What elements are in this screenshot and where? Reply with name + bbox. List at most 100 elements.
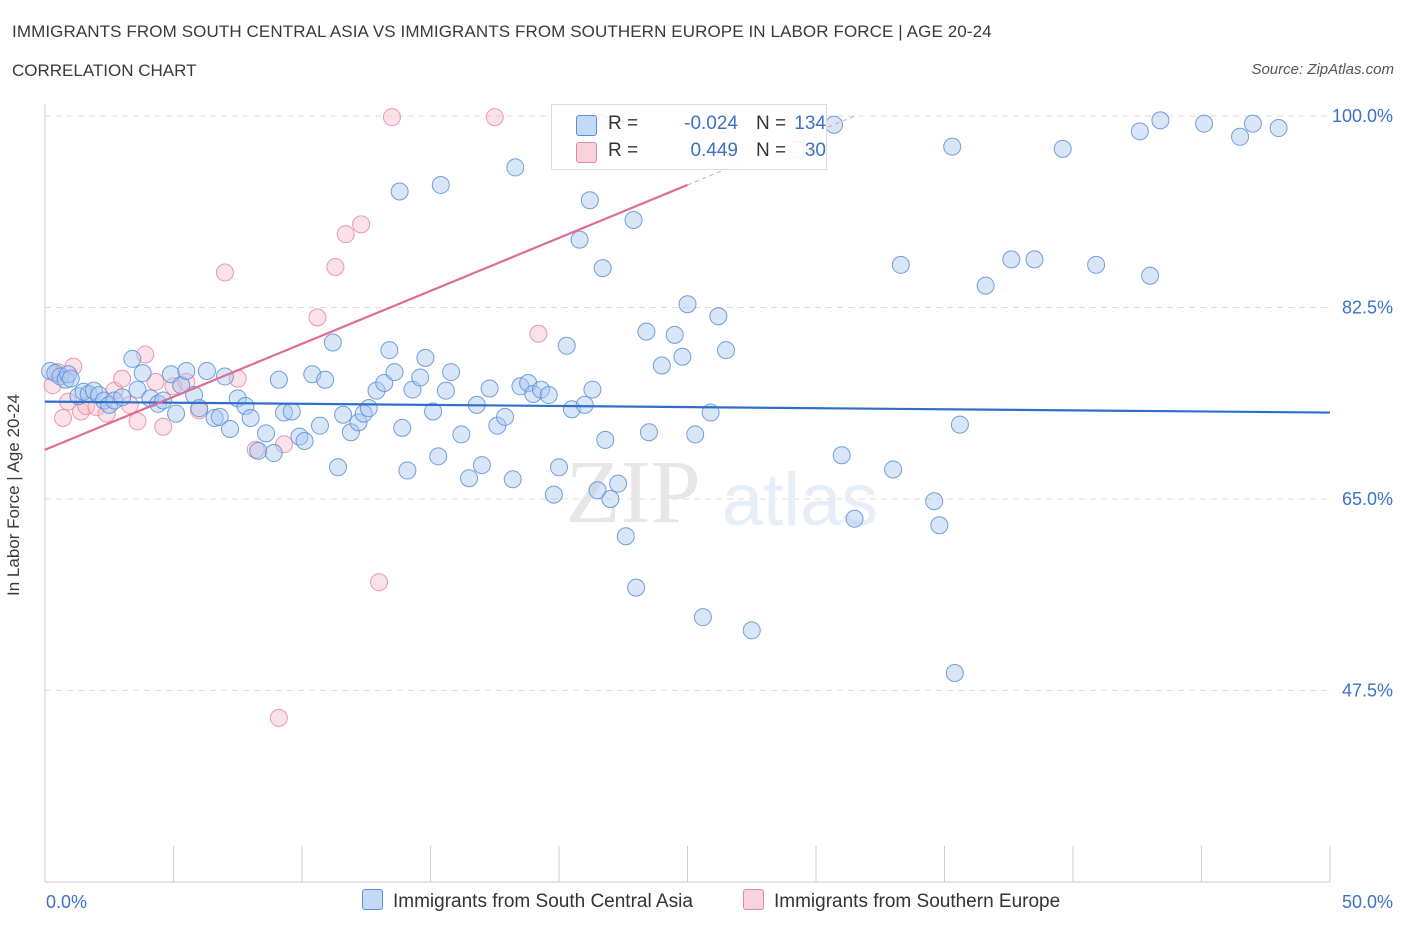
south-central-asia-point	[167, 404, 186, 423]
legend-item-southern-europe[interactable]: Immigrants from Southern Europe	[743, 889, 1060, 913]
y-tick-label: 47.5%	[1342, 681, 1393, 701]
south-central-asia-point	[1087, 255, 1106, 274]
south-central-asia-point	[264, 444, 283, 463]
south-central-asia-point	[891, 255, 910, 274]
south-central-asia-point	[1002, 250, 1021, 269]
south-central-asia-point	[431, 175, 450, 194]
south-central-asia-point	[884, 460, 903, 479]
south-central-asia-point	[161, 365, 180, 384]
n-value: 30	[804, 140, 826, 161]
south-central-asia-point	[236, 396, 255, 415]
south-central-asia-point	[341, 423, 360, 442]
south-central-asia-point	[637, 322, 656, 341]
south-central-asia-point	[177, 361, 196, 380]
x-tick-label: 50.0%	[1342, 892, 1393, 912]
south-central-asia-point	[424, 402, 443, 421]
south-central-asia-point	[616, 527, 635, 546]
south-central-asia-point	[249, 441, 268, 460]
r-value: -0.024	[684, 113, 738, 134]
south-central-asia-point	[709, 307, 728, 326]
southern-europe-point	[336, 225, 355, 244]
chart-title: IMMIGRANTS FROM SOUTH CENTRAL ASIA VS IM…	[12, 22, 992, 41]
south-central-asia-point	[316, 370, 335, 389]
r-label: R =	[608, 140, 639, 161]
south-central-asia-point	[257, 424, 276, 443]
south-central-asia-trend-line	[44, 400, 1331, 414]
pink-swatch	[743, 889, 764, 910]
south-central-asia-point	[596, 430, 615, 449]
south-central-asia-point	[349, 413, 368, 432]
n-label: N =	[756, 140, 787, 161]
south-central-asia-point	[123, 349, 142, 368]
south-central-asia-point	[588, 481, 607, 500]
tick-labels: 47.5% 65.0% 82.5% 100.0% 0.0% 50.0%	[46, 106, 1393, 912]
south-central-asia-point	[460, 469, 479, 488]
south-central-asia-point	[359, 399, 378, 418]
south-central-asia-point	[480, 379, 499, 398]
y-tick-label: 82.5%	[1342, 298, 1393, 318]
south-central-asia-point	[380, 341, 399, 360]
south-central-asia-point	[976, 276, 995, 295]
south-central-asia-point	[678, 295, 697, 314]
south-central-asia-point	[1195, 114, 1214, 133]
y-tick-label: 100.0%	[1332, 106, 1393, 126]
southern-europe-point	[146, 372, 165, 391]
south-central-asia-point	[693, 608, 712, 627]
south-central-asia-point	[385, 363, 404, 382]
south-central-asia-point	[1130, 122, 1149, 141]
southern-europe-trend-line	[44, 183, 688, 451]
r-value: 0.449	[690, 140, 738, 161]
south-central-asia-point	[1053, 139, 1072, 158]
south-central-asia-point	[269, 370, 288, 389]
southern-europe-point	[308, 308, 327, 327]
south-central-asia-point	[323, 333, 342, 352]
southern-europe-point	[53, 409, 72, 428]
south-central-asia-point	[295, 432, 314, 451]
south-central-asia-point	[390, 182, 409, 201]
south-central-asia-point	[624, 210, 643, 229]
south-central-asia-point	[925, 492, 944, 511]
south-central-asia-point	[593, 259, 612, 278]
southern-europe-point	[352, 215, 371, 234]
south-central-asia-point	[241, 409, 260, 428]
south-central-asia-point	[665, 325, 684, 344]
south-central-asia-point	[221, 419, 240, 438]
south-central-asia-points	[41, 111, 1288, 682]
south-central-asia-point	[496, 407, 515, 426]
correlation-legend: R = -0.024 N = 134 R = 0.449 N = 30	[551, 104, 827, 170]
south-central-asia-point	[429, 447, 448, 466]
n-label: N =	[756, 113, 787, 134]
y-axis-label: In Labor Force | Age 20-24	[4, 394, 23, 596]
south-central-asia-point	[950, 415, 969, 434]
pink-swatch	[576, 142, 597, 163]
south-central-asia-point	[416, 348, 435, 367]
south-central-asia-point	[506, 158, 525, 177]
south-central-asia-point	[550, 458, 568, 477]
axes	[44, 104, 1331, 883]
south-central-asia-point	[580, 191, 599, 210]
south-central-asia-point	[544, 485, 563, 504]
south-central-asia-point	[539, 386, 558, 405]
south-central-asia-point	[717, 341, 736, 360]
legend-item-south-central-asia[interactable]: Immigrants from South Central Asia	[362, 889, 693, 913]
south-central-asia-point	[1025, 250, 1044, 269]
watermark-zip: ZIP	[566, 443, 701, 542]
south-central-asia-point	[1141, 266, 1160, 285]
south-central-asia-point	[393, 418, 412, 437]
south-central-asia-point	[436, 381, 455, 400]
south-central-asia-point	[742, 621, 761, 640]
south-central-asia-point	[652, 356, 671, 375]
watermark-atlas: atlas	[722, 458, 878, 541]
south-central-asia-point	[557, 336, 576, 355]
south-central-asia-point	[686, 425, 705, 444]
south-central-asia-point	[1151, 111, 1170, 130]
southern-europe-point	[128, 412, 147, 431]
southern-europe-point	[215, 263, 234, 282]
south-central-asia-point	[503, 470, 522, 489]
southern-europe-point	[113, 369, 132, 388]
south-central-asia-point	[128, 380, 147, 399]
south-central-asia-point	[832, 446, 851, 465]
south-central-asia-point	[205, 409, 224, 428]
south-central-asia-point	[411, 368, 430, 387]
